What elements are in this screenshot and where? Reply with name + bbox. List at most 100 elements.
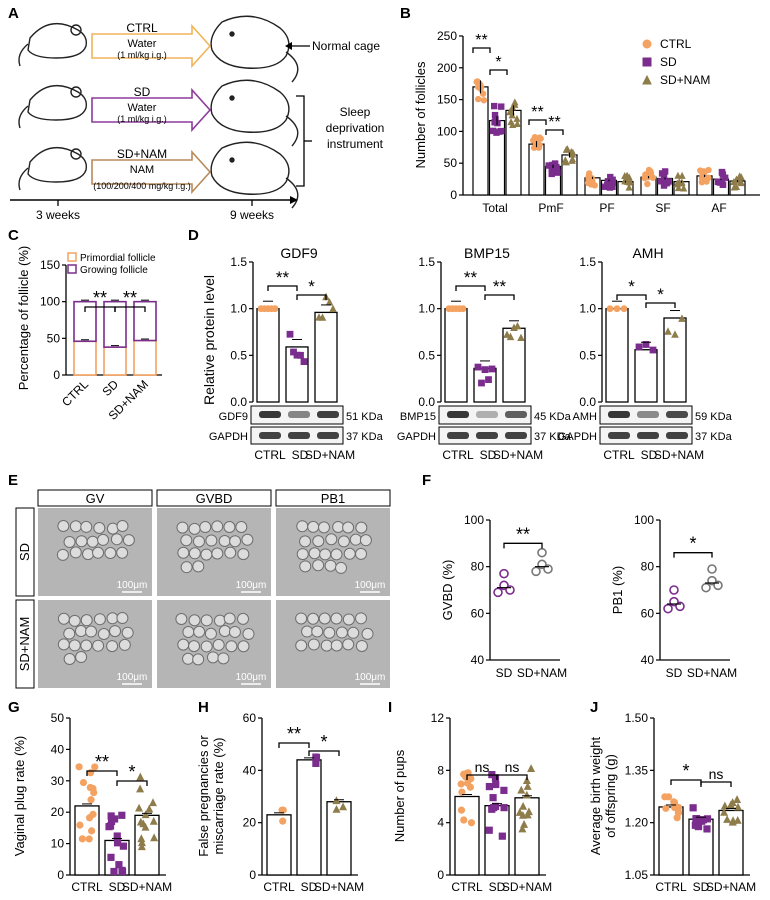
oocyte	[93, 613, 106, 626]
oocyte	[307, 612, 320, 625]
oocyte	[224, 546, 237, 559]
oocyte	[212, 638, 225, 651]
chart-f-1-tick-label: 100	[634, 513, 654, 527]
chart-b-tick-label: 50	[444, 156, 458, 170]
chart-f-category-label: SD+NAM	[517, 666, 567, 680]
chart-g-point	[141, 810, 150, 819]
panel-e: E GV GVBD PB1 SD 100μm 100μm 100μm SD+NAM 100μm 1…	[8, 472, 391, 689]
chart-j-ylabel: of offspring (g)	[603, 754, 618, 838]
oocyte	[228, 625, 241, 638]
chart-b-point	[509, 120, 517, 128]
panel-j: J 1.05 1.20 1.35 1.50 Average birth weight of…	[588, 699, 756, 894]
chart-d-title: BMP15	[464, 245, 510, 261]
chart-b-category-label: PF	[599, 201, 614, 215]
chart-b-legend-label: SD+NAM	[660, 73, 710, 87]
chart-b-ylabel: Number of follicles	[413, 61, 428, 168]
chart-g: 0 10 20 30 40 50 Vaginal plug rate (%) CTRL SDSD…	[12, 711, 172, 894]
oocyte	[295, 612, 308, 625]
chart-i-point	[485, 826, 493, 834]
drug-label-sd: Water	[128, 102, 157, 114]
chart-d-point	[649, 346, 657, 354]
chart-g-point	[107, 853, 115, 861]
chart-h-bar	[266, 814, 292, 876]
oocyte	[80, 520, 93, 533]
chart-b-point	[489, 127, 497, 135]
chart-d-point	[635, 343, 643, 351]
chart-d-1-tick-label: 1.5	[418, 255, 435, 269]
oocyte	[68, 614, 81, 627]
chart-d-bar	[605, 308, 629, 403]
chart-h: 0 20 40 60 False pregnancies or miscarriage r…	[196, 711, 364, 894]
chart-d-bar	[634, 349, 658, 403]
chart-b-sig-bracket	[472, 47, 491, 53]
chart-h-point	[312, 759, 320, 767]
oocyte	[211, 547, 224, 560]
oocyte	[320, 639, 333, 652]
chart-g-tick-label: 10	[51, 837, 65, 851]
dose-label-ctrl: (1 ml/kg i.g.)	[117, 50, 167, 60]
chart-b: 0 50 100 150 200 250 Number of follicles Total P…	[413, 29, 760, 215]
oocyte	[318, 521, 331, 534]
oocyte	[330, 548, 343, 561]
chart-b-point	[534, 137, 541, 144]
chart-h-bar	[296, 759, 322, 876]
oocyte	[175, 612, 188, 625]
oocyte	[237, 612, 250, 625]
oocyte	[355, 547, 368, 560]
chart-f-0-tick-label: 100	[464, 513, 484, 527]
pointer-arrowhead	[285, 42, 292, 50]
chart-b-point	[657, 178, 664, 185]
chart-f-category-label: SD	[496, 666, 513, 680]
chart-f-0-tick-label: 60	[471, 606, 485, 620]
chart-j-point	[720, 807, 729, 816]
oocyte	[229, 535, 242, 548]
panel-letter-d: D	[188, 227, 199, 244]
chart-b-point	[737, 177, 745, 185]
oocyte	[122, 534, 135, 547]
oocyte	[355, 521, 368, 534]
chart-d-point	[620, 305, 628, 313]
blot-label: AMH	[573, 411, 598, 423]
arrow-sdnam	[91, 149, 212, 195]
oocyte	[75, 651, 88, 664]
chart-g-point	[141, 822, 150, 831]
chart-d-point	[329, 304, 337, 313]
time-end: 9 weeks	[230, 208, 274, 222]
chart-c-bar-growing	[133, 300, 157, 342]
chart-g-sig-label: *	[128, 762, 135, 782]
chart-j-point	[720, 801, 729, 810]
chart-b-point	[624, 175, 633, 183]
chart-g-point	[150, 833, 159, 842]
chart-d-sig-bracket	[267, 285, 298, 291]
chart-h-category-label: SD	[301, 880, 318, 894]
panel-f: F 40 60 80 100 GVBD (%) SD SD+NAM ** 40 60 80 100 PB…	[422, 472, 737, 680]
western-blot-band	[288, 411, 310, 418]
chart-b-point	[625, 183, 633, 191]
chart-g-tick-label: 50	[51, 711, 65, 725]
oocyte	[200, 548, 213, 561]
chart-i-point	[460, 770, 468, 778]
chart-i-sig-label: ns	[505, 759, 520, 775]
oocyte	[299, 535, 312, 548]
chart-b-point	[705, 166, 712, 174]
chart-d-sig-bracket	[296, 294, 327, 300]
chart-d-point	[293, 351, 301, 359]
chart-b-point	[606, 184, 614, 191]
chart-g-point	[90, 788, 98, 797]
panel-d: D Relative protein level 0.0 0.5 1.0 1.5 GDF…	[188, 227, 733, 462]
western-blot-band	[447, 432, 469, 439]
chart-i-point	[498, 832, 506, 840]
western-blot-band	[288, 432, 310, 439]
chart-b-point	[604, 178, 612, 185]
chart-d-2-tick-label: 1.0	[579, 302, 596, 316]
chart-j-category-label: SD	[693, 880, 710, 894]
chart-h-bar	[326, 801, 352, 876]
oocyte	[116, 546, 129, 559]
chart-f-point	[701, 582, 711, 593]
chart-g-category-label: CTRL	[71, 880, 103, 894]
chart-i-category-label: SD	[489, 880, 506, 894]
panel-letter-h: H	[198, 699, 209, 716]
oocyte	[188, 547, 201, 560]
chart-b-sig-bracket	[489, 69, 508, 75]
oocyte	[218, 535, 231, 548]
